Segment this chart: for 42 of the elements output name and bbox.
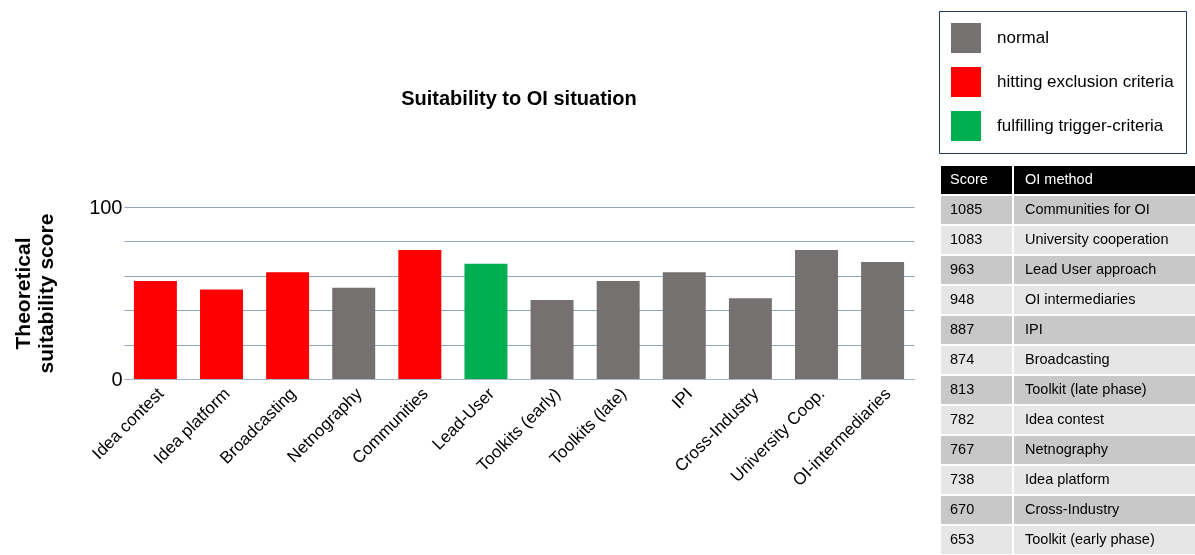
category-label: Lead User approach [1025, 261, 1157, 277]
bar [266, 272, 310, 379]
legend-label: normal [997, 28, 1049, 47]
data-label: 738 [950, 471, 975, 487]
text: OI method [1025, 171, 1093, 187]
data-label: 782 [950, 411, 975, 427]
data-label: 874 [950, 351, 975, 367]
y-tick-label: 0 [111, 367, 123, 390]
bar [861, 262, 905, 379]
bar [662, 272, 706, 379]
category-label: Communities for OI [1025, 201, 1150, 217]
data-label: 948 [950, 291, 975, 307]
data-label: 1085 [950, 201, 983, 217]
category-label: IPI [1025, 321, 1043, 337]
text: Score [950, 171, 988, 187]
category-label: OI intermediaries [1025, 291, 1136, 307]
category-label: University cooperation [1025, 231, 1169, 247]
bar [464, 263, 508, 379]
chart-title: Suitability to OI situation [401, 86, 637, 109]
data-label: 887 [950, 321, 975, 337]
legend-label: hitting exclusion criteria [997, 72, 1175, 91]
data-label: 963 [950, 261, 975, 277]
bar [795, 250, 838, 379]
bar [728, 298, 772, 379]
category-label: Toolkit (late phase) [1025, 381, 1147, 397]
bar [200, 289, 243, 379]
bar [398, 250, 442, 379]
y-tick-label: 100 [89, 195, 123, 218]
bar [530, 299, 574, 379]
data-label: 653 [950, 531, 975, 547]
bar [596, 280, 640, 379]
category-label: Cross-Industry [1025, 501, 1121, 517]
legend-label: fulfilling trigger-criteria [997, 116, 1164, 135]
data-label: 813 [950, 381, 975, 397]
bar [133, 280, 177, 379]
data-label: 1083 [950, 231, 983, 247]
data-label: 670 [950, 501, 975, 517]
bar [332, 287, 376, 379]
category-label: Broadcasting [1025, 351, 1110, 367]
y-axis-title: Theoretical suitability score [11, 213, 58, 374]
category-label: Toolkit (early phase) [1025, 531, 1155, 547]
data-label: 767 [950, 441, 975, 457]
